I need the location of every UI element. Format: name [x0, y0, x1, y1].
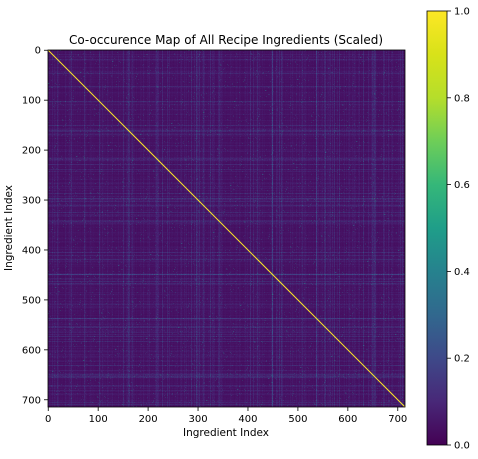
- chart-title: Co-occurence Map of All Recipe Ingredien…: [69, 33, 383, 47]
- plot-frame: [47, 49, 406, 408]
- colorbar-tick-label: 0.2: [454, 354, 470, 365]
- x-axis-label: Ingredient Index: [183, 427, 269, 439]
- colorbar-tick-label: 0.0: [454, 441, 470, 452]
- x-tick-label: 100: [89, 414, 108, 425]
- colorbar-gradient: [426, 10, 448, 446]
- x-tick-label: 500: [288, 414, 307, 425]
- colorbar-tick-label: 0.4: [454, 267, 470, 278]
- y-tick-label: 600: [22, 345, 41, 356]
- colorbar: 0.0 0.2 0.4 0.6 0.8 1.0: [426, 7, 470, 452]
- y-tick-label: 400: [22, 245, 41, 256]
- y-tick-label: 200: [22, 146, 41, 157]
- x-axis-ticks: 0 100 200 300 400 500 600 700: [45, 407, 407, 425]
- x-tick-label: 700: [388, 414, 407, 425]
- y-tick-label: 700: [22, 395, 41, 406]
- colorbar-tick-label: 0.8: [454, 93, 470, 104]
- y-tick-label: 0: [35, 46, 41, 57]
- colorbar-tick-label: 0.6: [454, 180, 470, 191]
- heatmap-diagonal: [47, 49, 406, 408]
- x-tick-label: 300: [188, 414, 207, 425]
- colorbar-ticks: 0.0 0.2 0.4 0.6 0.8 1.0: [447, 7, 470, 452]
- x-tick-label: 0: [45, 414, 51, 425]
- y-tick-label: 100: [22, 96, 41, 107]
- x-tick-label: 400: [238, 414, 257, 425]
- x-tick-label: 600: [338, 414, 357, 425]
- colorbar-tick-label: 1.0: [454, 7, 470, 18]
- y-axis-label: Ingredient Index: [3, 185, 15, 271]
- y-axis-ticks: 0 100 200 300 400 500 600 700: [22, 46, 48, 406]
- y-tick-label: 300: [22, 196, 41, 207]
- heatmap-plot-area: [47, 49, 406, 408]
- x-tick-label: 200: [139, 414, 158, 425]
- y-tick-label: 500: [22, 295, 41, 306]
